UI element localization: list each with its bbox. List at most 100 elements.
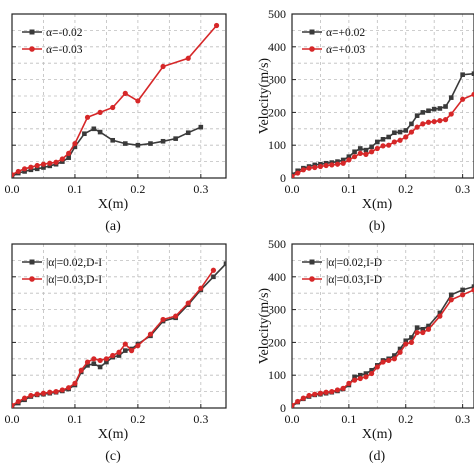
data-point [28, 164, 34, 170]
data-point [66, 385, 72, 391]
data-point [34, 162, 40, 169]
y-tick-label: 0 [280, 401, 286, 415]
data-point [292, 173, 295, 178]
legend-marker [309, 276, 315, 282]
data-point [317, 163, 324, 170]
data-point [97, 129, 103, 135]
legend-label: |α|=0.02,I-D [326, 257, 382, 269]
data-point [82, 131, 87, 137]
data-point [357, 375, 363, 382]
data-point [386, 134, 391, 140]
legend-marker [29, 46, 35, 52]
data-point [306, 165, 312, 171]
data-point [329, 162, 335, 168]
data-point [110, 104, 116, 111]
data-point [72, 140, 78, 147]
data-point [363, 147, 369, 153]
x-tick-label: 0.0 [5, 412, 20, 426]
data-point [443, 104, 448, 109]
data-point [420, 121, 426, 127]
data-point [312, 164, 318, 171]
data-point [448, 292, 454, 298]
data-point [363, 374, 369, 380]
data-point [40, 390, 47, 396]
data-point [357, 150, 363, 156]
data-point [47, 163, 53, 169]
data-point [369, 370, 375, 377]
data-point [357, 372, 363, 378]
data-point [128, 348, 135, 354]
data-point [66, 155, 71, 160]
x-tick-label: 0.1 [67, 182, 82, 196]
data-point [391, 139, 397, 145]
data-point [317, 390, 324, 396]
y-tick-label: 500 [268, 7, 286, 21]
data-point [420, 110, 426, 115]
series-group [292, 71, 474, 178]
legend-label: |α|=0.03,I-D [326, 274, 382, 286]
data-point [21, 166, 28, 172]
x-tick-label: 0.3 [455, 412, 470, 426]
data-point [369, 149, 375, 155]
data-point [59, 156, 65, 162]
data-point [448, 297, 454, 303]
data-point [147, 331, 154, 337]
plot-frame [11, 13, 227, 179]
data-point [346, 157, 352, 163]
data-point [374, 364, 380, 370]
legend-marker [309, 46, 315, 52]
data-point [84, 114, 91, 120]
data-point [448, 95, 454, 100]
data-point [53, 159, 59, 165]
data-point [448, 111, 454, 117]
data-point [437, 313, 443, 319]
data-point [397, 349, 403, 355]
data-point [340, 160, 346, 166]
data-point [12, 402, 15, 408]
data-point [295, 170, 301, 176]
data-point [66, 150, 72, 156]
panel-label: (a) [105, 219, 121, 234]
data-point [380, 136, 386, 142]
y-tick-label: 400 [268, 270, 286, 284]
data-point [210, 267, 217, 273]
legend-label: |α|=0.03,D-I [46, 274, 102, 286]
x-tick-label: 0.0 [5, 182, 20, 196]
y-tick-label: 400 [268, 40, 286, 54]
data-point [386, 357, 392, 364]
data-point [460, 72, 465, 77]
data-point [391, 356, 397, 362]
data-point [386, 142, 392, 148]
x-tick-label: 0.2 [398, 412, 413, 426]
x-tick-label: 0.2 [398, 182, 413, 196]
data-point [85, 363, 90, 368]
data-point [352, 149, 357, 155]
data-point [392, 353, 397, 358]
data-point [198, 124, 204, 130]
data-point [40, 161, 47, 167]
data-point [91, 356, 97, 362]
data-point [72, 380, 78, 386]
y-axis-label: Velocity(m/s) [257, 288, 272, 365]
data-point [97, 357, 103, 364]
data-point [160, 316, 166, 323]
data-point [173, 136, 178, 141]
data-point [351, 377, 358, 383]
x-tick-label: 0.2 [130, 412, 145, 426]
data-point [72, 144, 78, 150]
series-line-1 [292, 285, 474, 408]
x-tick-label: 0.3 [193, 182, 208, 196]
data-point [34, 166, 40, 172]
data-point [12, 172, 15, 178]
data-point [408, 339, 415, 345]
data-point [185, 55, 191, 61]
data-point [397, 137, 403, 143]
series-line-1 [12, 126, 202, 178]
data-point [374, 145, 380, 152]
y-tick-label: 100 [268, 368, 286, 382]
data-point [312, 391, 318, 397]
panel-label: (d) [369, 449, 386, 464]
y-tick-label: 100 [268, 138, 286, 152]
data-point [41, 165, 46, 170]
